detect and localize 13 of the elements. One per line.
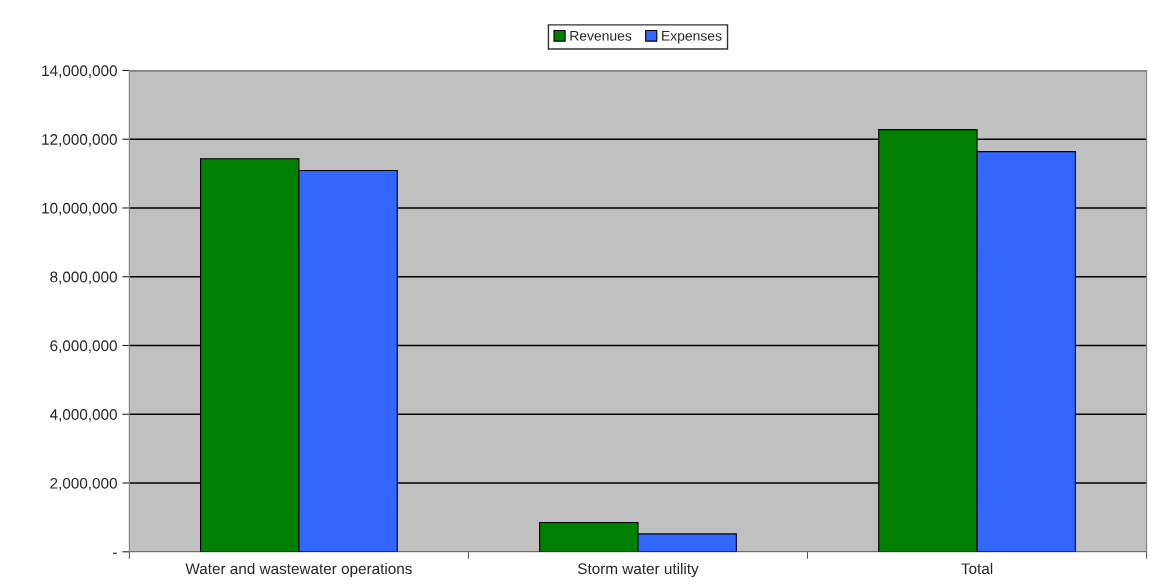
legend-label: Revenues [570,31,632,41]
y-tick-label: 2,000,000 [50,477,117,491]
y-tick-label: 10,000,000 [42,202,117,216]
x-tick-label: Total [961,562,993,575]
y-tick-label: - [113,552,117,554]
y-tick-label: 14,000,000 [42,65,117,78]
legend-label: Expenses [662,31,722,44]
x-tick-label: Storm water utility [577,562,699,578]
y-tick-label: 4,000,000 [49,409,117,422]
x-tick-label: Water and wastewater operations [185,562,412,578]
y-tick-label: 8,000,000 [50,271,117,285]
y-tick-label: 6,000,000 [50,340,117,353]
y-tick-label: 12,000,000 [42,134,117,147]
